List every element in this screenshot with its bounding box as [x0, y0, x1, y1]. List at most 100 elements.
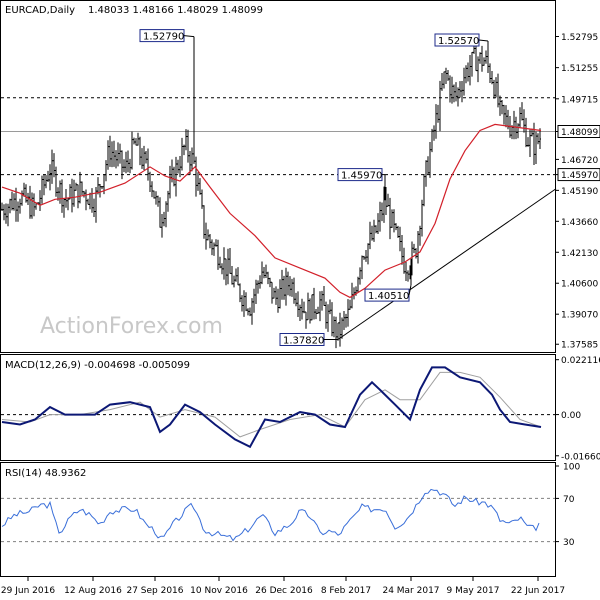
- price-annotation: 1.52570: [434, 33, 489, 47]
- x-tick-label: 24 Mar 2017: [382, 586, 439, 596]
- ohlc-bar: [63, 198, 65, 218]
- ohlc-bar: [273, 287, 275, 299]
- ohlc-bar: [105, 160, 107, 182]
- price-y-tick: 1.42130: [555, 249, 598, 259]
- ohlc-bar: [205, 222, 207, 250]
- ohlc-bar: [253, 288, 255, 313]
- macd-y-tick-label: -0.016607: [561, 452, 600, 462]
- price-annotation: 1.45970: [337, 168, 385, 182]
- ohlc-bar: [377, 213, 379, 234]
- rsi-panel: 100 70 30 RSI(14) 48.9362: [0, 462, 580, 577]
- ohlc-bar: [53, 153, 55, 178]
- ohlc-bar: [413, 243, 415, 254]
- ohlc-bar: [135, 138, 137, 146]
- ohlc-bar: [391, 209, 393, 228]
- rsi-y-tick: 30: [555, 538, 575, 548]
- ohlc-bar: [453, 84, 455, 103]
- ohlc-bar: [7, 203, 9, 227]
- ohlc-bar: [345, 313, 347, 328]
- ohlc-bar: [505, 105, 507, 128]
- ohlc-bar: [387, 193, 389, 207]
- x-tick: 24 Mar 2017: [382, 577, 440, 596]
- ohlc-bar: [361, 255, 363, 280]
- ohlc-bar: [251, 298, 253, 325]
- price-annotation-label: 1.37820: [283, 336, 324, 347]
- ohlc-bar: [349, 299, 351, 310]
- ohlc-bar: [237, 267, 239, 286]
- ohlc-bar: [489, 63, 491, 83]
- ohlc-bar: [213, 242, 215, 256]
- x-tick-label: 9 May 2017: [447, 586, 500, 596]
- ohlc-bar: [187, 129, 189, 163]
- ohlc-bar: [107, 140, 109, 170]
- macd-signal-line: [1, 371, 542, 438]
- ohlc-bar: [441, 73, 443, 91]
- ohlc-bar: [79, 171, 81, 204]
- ohlc-bar: [161, 214, 163, 238]
- ohlc-bar: [159, 197, 161, 228]
- price-y-tick-label: 1.37585: [561, 341, 598, 351]
- price-annotation: 1.52790: [139, 29, 195, 43]
- ohlc-bar: [151, 181, 153, 198]
- ohlc-bar: [73, 179, 75, 207]
- ohlc-bar: [485, 50, 487, 64]
- ohlc-bar: [303, 301, 305, 314]
- ohlc-bar: [225, 258, 227, 286]
- ohlc-bar: [183, 144, 185, 156]
- ohlc-bar: [403, 247, 405, 274]
- ohlc-bar: [379, 201, 381, 232]
- ohlc-bar: [153, 190, 155, 199]
- moving-average-line: [1, 123, 542, 299]
- ohlc-bar: [259, 275, 261, 289]
- ohlc-bar: [419, 225, 421, 246]
- ohlc-bar: [145, 151, 147, 164]
- ohlc-bar: [479, 52, 481, 64]
- ohlc-bar: [497, 73, 499, 108]
- x-tick-label: 22 Jun 2017: [511, 586, 565, 596]
- ohlc-bar: [293, 277, 295, 304]
- ohlc-bar: [435, 104, 437, 139]
- ohlc-bar: [393, 209, 395, 233]
- ohlc-bar: [307, 292, 309, 321]
- ohlc-bar: [181, 137, 183, 171]
- price-y-tick-label: 1.52795: [561, 33, 598, 43]
- ohlc-bar: [155, 191, 157, 205]
- price-y-tick: 1.49715: [555, 95, 598, 105]
- ohlc-bar: [369, 221, 371, 250]
- ohlc-bar: [331, 302, 333, 337]
- ohlc-bar: [133, 137, 135, 145]
- ohlc-bar: [457, 87, 459, 107]
- ohlc-bar: [465, 65, 467, 84]
- ohlc-bar: [71, 178, 73, 213]
- ohlc-bar: [281, 269, 283, 300]
- ohlc-bar: [31, 192, 33, 219]
- ohlc-bar: [99, 184, 101, 198]
- macd-y-tick: 0.00: [555, 411, 581, 421]
- x-tick-label: 10 Nov 2016: [190, 586, 248, 596]
- ohlc-bar: [75, 182, 77, 191]
- ohlc-bar: [55, 166, 57, 197]
- ohlc-bar: [25, 184, 27, 203]
- ohlc-bar: [19, 198, 21, 214]
- x-tick: 9 May 2017: [447, 577, 500, 596]
- ohlc-bar: [289, 276, 291, 297]
- ohlc-bar: [437, 104, 439, 123]
- ohlc-bar: [163, 211, 165, 227]
- ohlc-bar: [119, 143, 121, 164]
- ohlc-bar: [493, 79, 495, 99]
- ohlc-bar: [519, 107, 521, 128]
- ohlc-bar: [539, 128, 541, 149]
- rsi-y-tick: 70: [555, 495, 575, 505]
- x-tick: 10 Nov 2016: [190, 577, 248, 596]
- x-tick: 26 Dec 2016: [255, 577, 313, 596]
- rsi-y-tick-label: 70: [563, 495, 575, 505]
- ohlc-bar: [395, 223, 397, 231]
- ohlc-bar: [481, 45, 483, 72]
- ohlc-bar: [93, 198, 95, 217]
- ohlc-bar: [13, 193, 15, 211]
- ohlc-bar: [235, 268, 237, 282]
- ohlc-bar: [69, 184, 71, 200]
- ohlc-bar: [495, 77, 497, 98]
- support-trendline: [337, 188, 557, 340]
- ohlc-bar: [165, 201, 167, 228]
